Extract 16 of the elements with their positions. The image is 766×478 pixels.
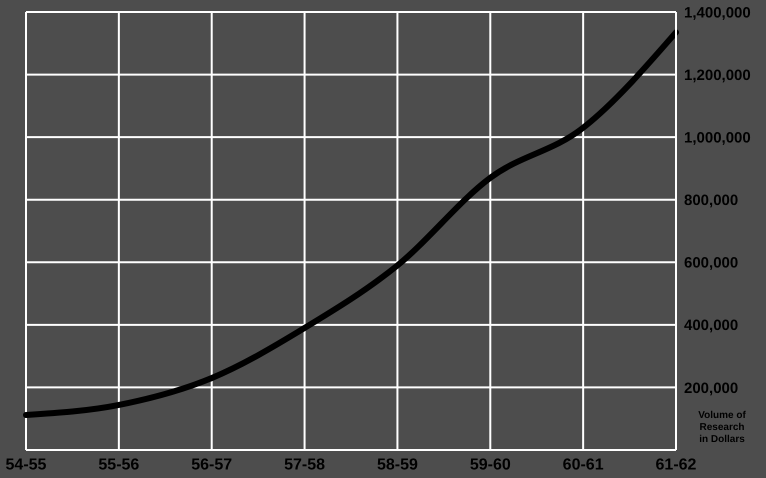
x-tick-label: 57-58 <box>284 456 326 474</box>
x-tick-label: 55-56 <box>98 456 140 474</box>
y-tick-label: 800,000 <box>684 192 738 210</box>
x-tick-label: 58-59 <box>376 456 418 474</box>
y-tick-label: 1,400,000 <box>684 4 751 22</box>
y-tick-label: 400,000 <box>684 317 738 334</box>
y-tick-label: 1,200,000 <box>684 66 751 84</box>
x-tick-label: 54-55 <box>6 456 47 474</box>
y-tick-label: 1,000,000 <box>684 129 751 146</box>
x-tick-label: 61-62 <box>656 456 697 474</box>
x-tick-label: 60-61 <box>562 456 604 474</box>
x-tick-label: 59-60 <box>470 456 511 474</box>
y-tick-label: 600,000 <box>684 254 738 272</box>
y-tick-label: 200,000 <box>684 380 738 397</box>
x-tick-label: 56-57 <box>191 456 232 474</box>
y-axis-title: Volume of Research in Dollars <box>697 410 747 446</box>
